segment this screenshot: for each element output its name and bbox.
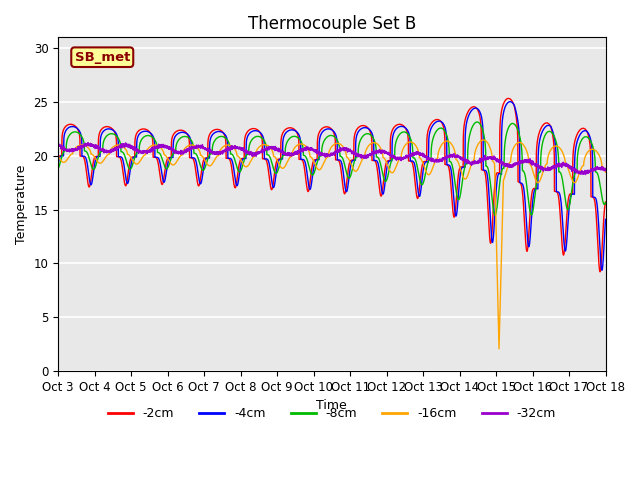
Text: SB_met: SB_met: [75, 51, 130, 64]
Legend: -2cm, -4cm, -8cm, -16cm, -32cm: -2cm, -4cm, -8cm, -16cm, -32cm: [102, 402, 561, 425]
X-axis label: Time: Time: [316, 399, 348, 412]
Y-axis label: Temperature: Temperature: [15, 165, 28, 244]
Title: Thermocouple Set B: Thermocouple Set B: [248, 15, 416, 33]
